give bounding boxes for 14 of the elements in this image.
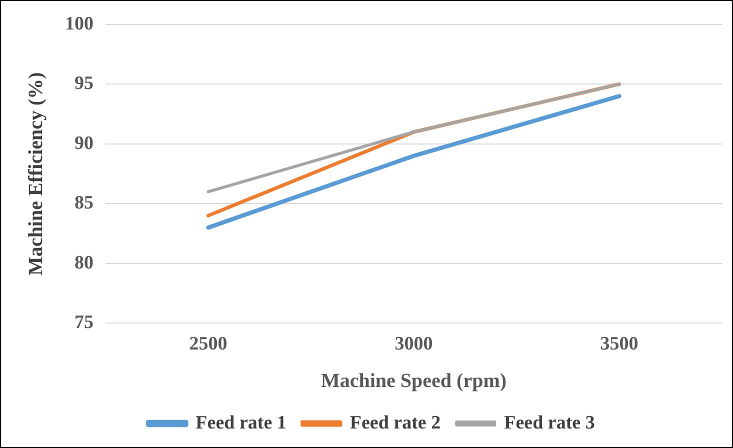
x-tick-label: 3500 — [600, 334, 638, 355]
legend-label: Feed rate 2 — [350, 412, 441, 434]
y-tick-label: 80 — [74, 252, 94, 274]
legend-label: Feed rate 3 — [504, 412, 595, 434]
y-tick-label: 85 — [74, 192, 94, 214]
y-axis-title: Machine Efficiency (%) — [25, 72, 48, 276]
x-axis-title: Machine Speed (rpm) — [320, 370, 507, 392]
y-tick-label: 95 — [74, 73, 94, 94]
y-tick-label: 75 — [74, 312, 94, 334]
x-tick-label: 3000 — [394, 334, 433, 355]
legend-label: Feed rate 1 — [196, 412, 286, 434]
x-tick-label: 2500 — [189, 334, 228, 355]
y-tick-label: 90 — [74, 132, 94, 154]
y-tick-label: 100 — [65, 13, 94, 34]
